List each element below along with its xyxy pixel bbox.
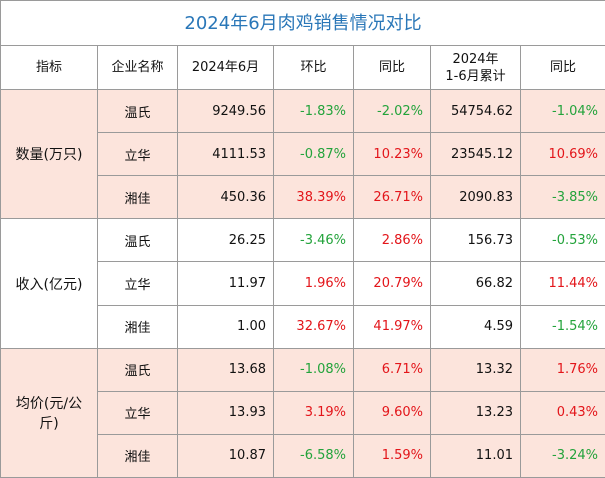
company-cell: 湘佳: [97, 433, 178, 478]
value-cell: -3.46%: [273, 218, 354, 263]
value-cell: 13.68: [177, 347, 274, 392]
value-cell: 1.00: [177, 304, 274, 349]
value-cell: -1.83%: [273, 89, 354, 134]
value-cell: 10.69%: [519, 132, 605, 177]
company-cell: 温氏: [97, 89, 178, 134]
header-cell: 企业名称: [97, 45, 178, 91]
table-title: 2024年6月肉鸡销售情况对比: [0, 0, 605, 47]
company-cell: 温氏: [97, 347, 178, 392]
data-row: 均价(元/公斤) 温氏 13.68 -1.08% 6.71% 13.32 1.76%: [0, 347, 605, 478]
value-cell: 6.71%: [353, 347, 431, 392]
value-cell: 2.86%: [353, 218, 431, 263]
value-cell: 23545.12: [430, 132, 521, 177]
value-cell: 13.23: [430, 390, 521, 435]
value-cell: 26.71%: [353, 175, 431, 220]
value-cell: -3.85%: [519, 175, 605, 220]
value-cell: 13.93: [177, 390, 274, 435]
header-cell: 环比: [273, 45, 354, 91]
header-cell: 指标: [0, 45, 98, 91]
data-row: 立华 13.93 3.19% 9.60% 13.23 0.43%: [1, 390, 605, 435]
value-cell: 450.36: [177, 175, 274, 220]
value-cell: 66.82: [430, 261, 521, 306]
value-cell: 32.67%: [273, 304, 354, 349]
value-cell: 0.43%: [519, 390, 605, 435]
data-row: 立华 11.97 1.96% 20.79% 66.82 11.44%: [1, 261, 605, 306]
value-cell: 10.87: [177, 433, 274, 478]
data-row: 湘佳 10.87 -6.58% 1.59% 11.01 -3.24%: [1, 433, 605, 478]
data-row: 收入(亿元) 温氏 26.25 -3.46% 2.86% 156.73 -0.53%: [0, 218, 605, 349]
company-cell: 立华: [97, 132, 178, 177]
value-cell: 26.25: [177, 218, 274, 263]
data-row: 湘佳 1.00 32.67% 41.97% 4.59 -1.54%: [1, 304, 605, 349]
value-cell: -1.54%: [519, 304, 605, 349]
value-cell: 156.73: [430, 218, 521, 263]
company-cell: 湘佳: [97, 304, 178, 349]
value-cell: -3.24%: [519, 433, 605, 478]
company-cell: 立华: [97, 261, 178, 306]
value-cell: 10.23%: [353, 132, 431, 177]
value-cell: 11.44%: [519, 261, 605, 306]
header-cell: 2024年 1-6月累计: [430, 45, 521, 91]
header-cell: 2024年6月: [177, 45, 274, 91]
value-cell: 54754.62: [430, 89, 521, 134]
value-cell: -0.53%: [519, 218, 605, 263]
company-cell: 湘佳: [97, 175, 178, 220]
value-cell: 3.19%: [273, 390, 354, 435]
value-cell: 1.76%: [519, 347, 605, 392]
header-row: 指标 企业名称 2024年6月 环比 同比 2024年 1-6月累计 同比: [0, 45, 605, 91]
data-row: 湘佳 450.36 38.39% 26.71% 2090.83 -3.85%: [1, 175, 605, 220]
indicator-cell: 收入(亿元): [0, 218, 98, 349]
value-cell: 13.32: [430, 347, 521, 392]
value-cell: -2.02%: [353, 89, 431, 134]
value-cell: -1.04%: [519, 89, 605, 134]
value-cell: 4111.53: [177, 132, 274, 177]
value-cell: 1.59%: [353, 433, 431, 478]
value-cell: 4.59: [430, 304, 521, 349]
indicator-cell: 数量(万只): [0, 89, 98, 220]
value-cell: 11.01: [430, 433, 521, 478]
value-cell: 38.39%: [273, 175, 354, 220]
company-cell: 温氏: [97, 218, 178, 263]
data-row: 立华 4111.53 -0.87% 10.23% 23545.12 10.69%: [1, 132, 605, 177]
header-cell: 同比: [519, 45, 605, 91]
value-cell: 1.96%: [273, 261, 354, 306]
data-row: 数量(万只) 温氏 9249.56 -1.83% -2.02% 54754.62 -1.04…: [0, 89, 605, 220]
value-cell: 41.97%: [353, 304, 431, 349]
value-cell: 2090.83: [430, 175, 521, 220]
indicator-cell: 均价(元/公斤): [0, 347, 98, 478]
value-cell: -6.58%: [273, 433, 354, 478]
company-cell: 立华: [97, 390, 178, 435]
value-cell: 9249.56: [177, 89, 274, 134]
value-cell: 20.79%: [353, 261, 431, 306]
value-cell: -1.08%: [273, 347, 354, 392]
value-cell: -0.87%: [273, 132, 354, 177]
value-cell: 11.97: [177, 261, 274, 306]
header-cell: 同比: [353, 45, 431, 91]
value-cell: 9.60%: [353, 390, 431, 435]
